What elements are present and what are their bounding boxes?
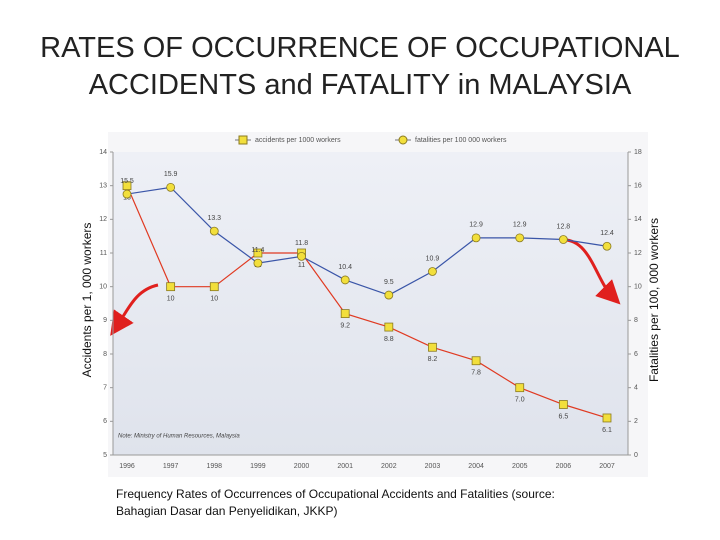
series-line	[126, 185, 608, 419]
y-tick-label: 13	[99, 183, 107, 190]
point	[209, 282, 219, 292]
x-tick-label: 2002	[381, 463, 397, 470]
y2-tick-label: 4	[634, 385, 638, 392]
legend-label: accidents per 1000 workers	[255, 137, 341, 144]
y-tick-label: 6	[103, 418, 107, 425]
legend-label: fatalities per 100 000 workers	[415, 137, 507, 144]
point	[340, 275, 350, 285]
point	[297, 251, 306, 261]
y-tick-label: 14	[99, 149, 107, 156]
point	[253, 248, 263, 258]
data-label: 10.9	[426, 255, 440, 262]
data-label: 12.9	[469, 222, 483, 229]
y2-axis-label: Fatalities per 100, 000 workers	[647, 218, 661, 382]
data-label: 6.5	[558, 413, 568, 420]
caption: Frequency Rates of Occurrences of Occupa…	[116, 487, 555, 518]
point	[602, 241, 612, 251]
y-tick-label: 12	[99, 216, 107, 223]
y-axis-label: Accidents per 1, 000 workers	[80, 223, 94, 378]
point	[558, 400, 568, 409]
point	[428, 267, 437, 276]
y-tick-label: 8	[103, 351, 107, 358]
y2-tick-label: 14	[634, 216, 642, 223]
plot-area	[113, 152, 628, 455]
data-label: 8.2	[428, 356, 438, 363]
y-tick-label: 9	[103, 317, 107, 324]
point	[384, 322, 394, 332]
point	[122, 181, 132, 191]
data-label: 7.0	[515, 397, 525, 404]
y-tick-label: 11	[100, 250, 107, 257]
x-tick-label: 1996	[119, 463, 135, 470]
legend-marker	[238, 135, 248, 145]
point	[602, 413, 612, 423]
data-label: 11.8	[295, 240, 308, 247]
data-label: 6.1	[602, 427, 612, 434]
data-label: 8.8	[384, 336, 394, 343]
y2-tick-label: 8	[634, 317, 638, 324]
point	[209, 226, 219, 236]
arrow	[110, 283, 159, 336]
x-tick-label: 2001	[337, 463, 353, 470]
y-tick-label: 5	[103, 452, 107, 459]
point	[558, 235, 568, 244]
x-tick-label: 2000	[294, 463, 310, 470]
point	[340, 309, 350, 319]
data-label: 11.4	[251, 247, 264, 254]
data-label: 15.9	[164, 171, 178, 178]
x-tick-label: 2005	[512, 463, 528, 470]
x-tick-label: 2007	[599, 463, 615, 470]
data-label: 15.5	[120, 178, 134, 185]
data-label: 13.3	[207, 215, 221, 222]
data-label: 10.4	[338, 264, 352, 271]
y2-tick-label: 2	[634, 418, 638, 425]
x-tick-label: 1997	[163, 463, 179, 470]
y2-tick-label: 16	[634, 183, 642, 190]
point	[428, 342, 437, 352]
title: RATES OF OCCURRENCE OF OCCUPATIONAL ACCI…	[40, 32, 680, 101]
point	[122, 189, 132, 199]
data-label: 10	[167, 296, 175, 303]
data-label: 9.2	[340, 322, 350, 329]
data-label: 9.5	[384, 279, 394, 286]
point	[166, 182, 176, 192]
y2-tick-label: 12	[634, 250, 642, 257]
x-tick-label: 2006	[556, 463, 572, 470]
x-tick-label: 1998	[206, 463, 222, 470]
y2-tick-label: 0	[634, 452, 638, 459]
data-label: 12.9	[513, 222, 527, 229]
point	[384, 290, 394, 300]
point	[471, 233, 481, 243]
point	[515, 383, 525, 393]
data-label: 12.8	[557, 223, 571, 230]
data-label: 7.8	[471, 370, 481, 377]
x-tick-label: 2003	[425, 463, 441, 470]
legend-marker	[398, 135, 408, 145]
series-line	[126, 186, 608, 296]
y2-tick-label: 6	[634, 351, 638, 358]
point	[253, 258, 263, 268]
point	[166, 282, 176, 292]
x-tick-label: 2004	[468, 463, 484, 470]
point	[515, 233, 525, 243]
note: Note: Ministry of Human Resources, Malay…	[118, 434, 240, 440]
data-label: 10	[210, 296, 218, 303]
x-tick-label: 1999	[250, 463, 266, 470]
point	[471, 356, 481, 366]
y2-tick-label: 10	[634, 284, 642, 291]
y-tick-label: 7	[103, 385, 107, 392]
data-label: 12.4	[600, 230, 614, 237]
y-tick-label: 10	[99, 284, 107, 291]
data-label: 11	[298, 262, 305, 269]
y2-tick-label: 18	[634, 149, 642, 156]
